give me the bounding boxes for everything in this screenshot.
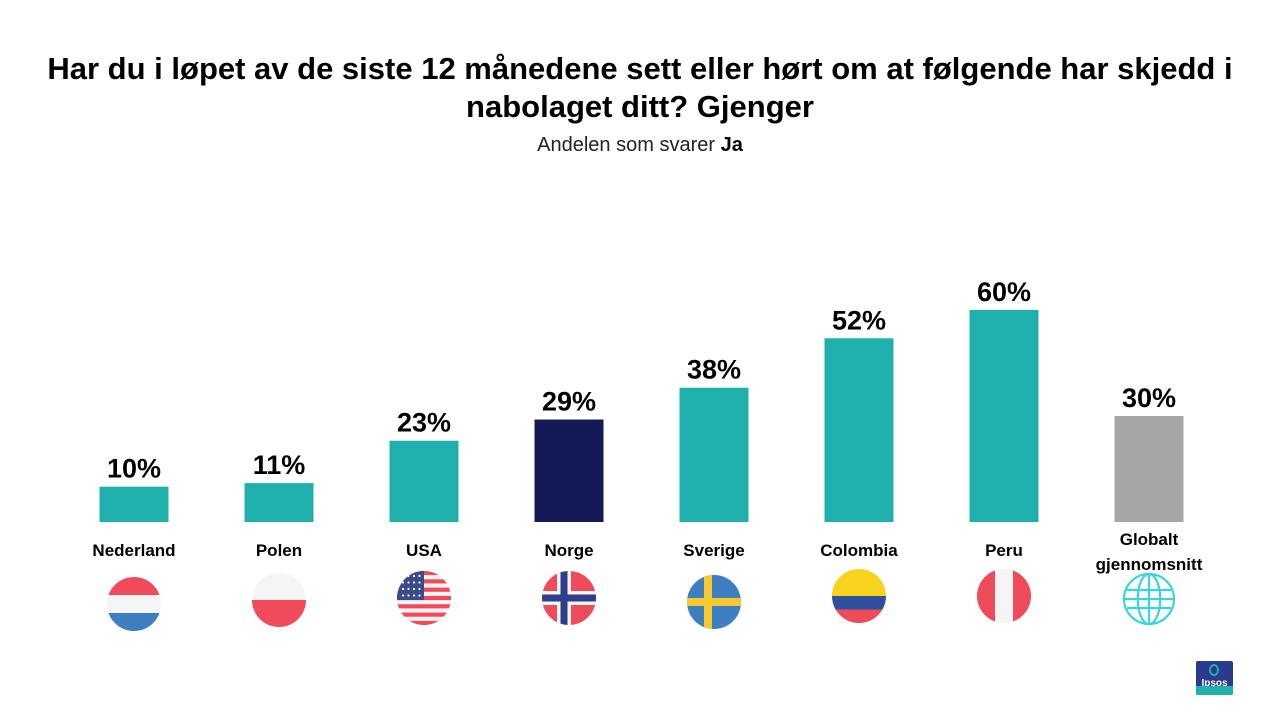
value-label: 38% [687, 355, 741, 385]
category-label: Nederland [92, 541, 175, 560]
logo-band [1196, 686, 1233, 695]
category-label: Globalt gjennomsnitt [1096, 530, 1203, 574]
flag-sweden-icon [687, 575, 741, 629]
ipsos-logo: Ipsos [1196, 661, 1233, 695]
flag-poland-icon [252, 573, 306, 627]
category-label: Norge [544, 541, 593, 560]
flag-netherlands-icon [107, 577, 161, 631]
flag-norway-icon [542, 571, 596, 625]
value-label: 52% [832, 305, 886, 335]
flag-usa-icon [397, 571, 451, 625]
logo-mark-icon [1209, 664, 1219, 676]
category-label: Polen [256, 541, 302, 560]
value-label: 29% [542, 387, 596, 417]
flag-colombia-icon [832, 569, 886, 623]
value-label: 10% [107, 454, 161, 484]
bar-colombia [824, 338, 894, 522]
bar-peru [969, 310, 1039, 522]
chart-subtitle: Andelen som svarer Ja [0, 132, 1280, 158]
subtitle-text: Andelen som svarer [537, 134, 716, 156]
value-label: 23% [397, 408, 451, 438]
value-label: 11% [253, 450, 306, 480]
flag-peru-icon [977, 569, 1031, 623]
bar-globalt-gjennomsnitt [1114, 416, 1184, 522]
bar-norge [534, 419, 604, 522]
category-label: USA [406, 541, 442, 560]
bar-nederland [99, 486, 169, 522]
category-label: Colombia [820, 541, 898, 560]
logo-text: Ipsos [1201, 678, 1228, 689]
globe-icon [1122, 572, 1176, 626]
bar-usa [389, 440, 459, 522]
subtitle-emphasis: Ja [720, 134, 743, 156]
bar-polen [244, 483, 314, 522]
value-label: 30% [1122, 383, 1176, 413]
category-label: Sverige [683, 541, 744, 560]
value-label: 60% [977, 277, 1031, 307]
chart-title: Har du i løpet av de siste 12 månedene s… [47, 51, 1233, 124]
category-label: Peru [985, 541, 1023, 560]
bar-sverige [679, 387, 749, 522]
